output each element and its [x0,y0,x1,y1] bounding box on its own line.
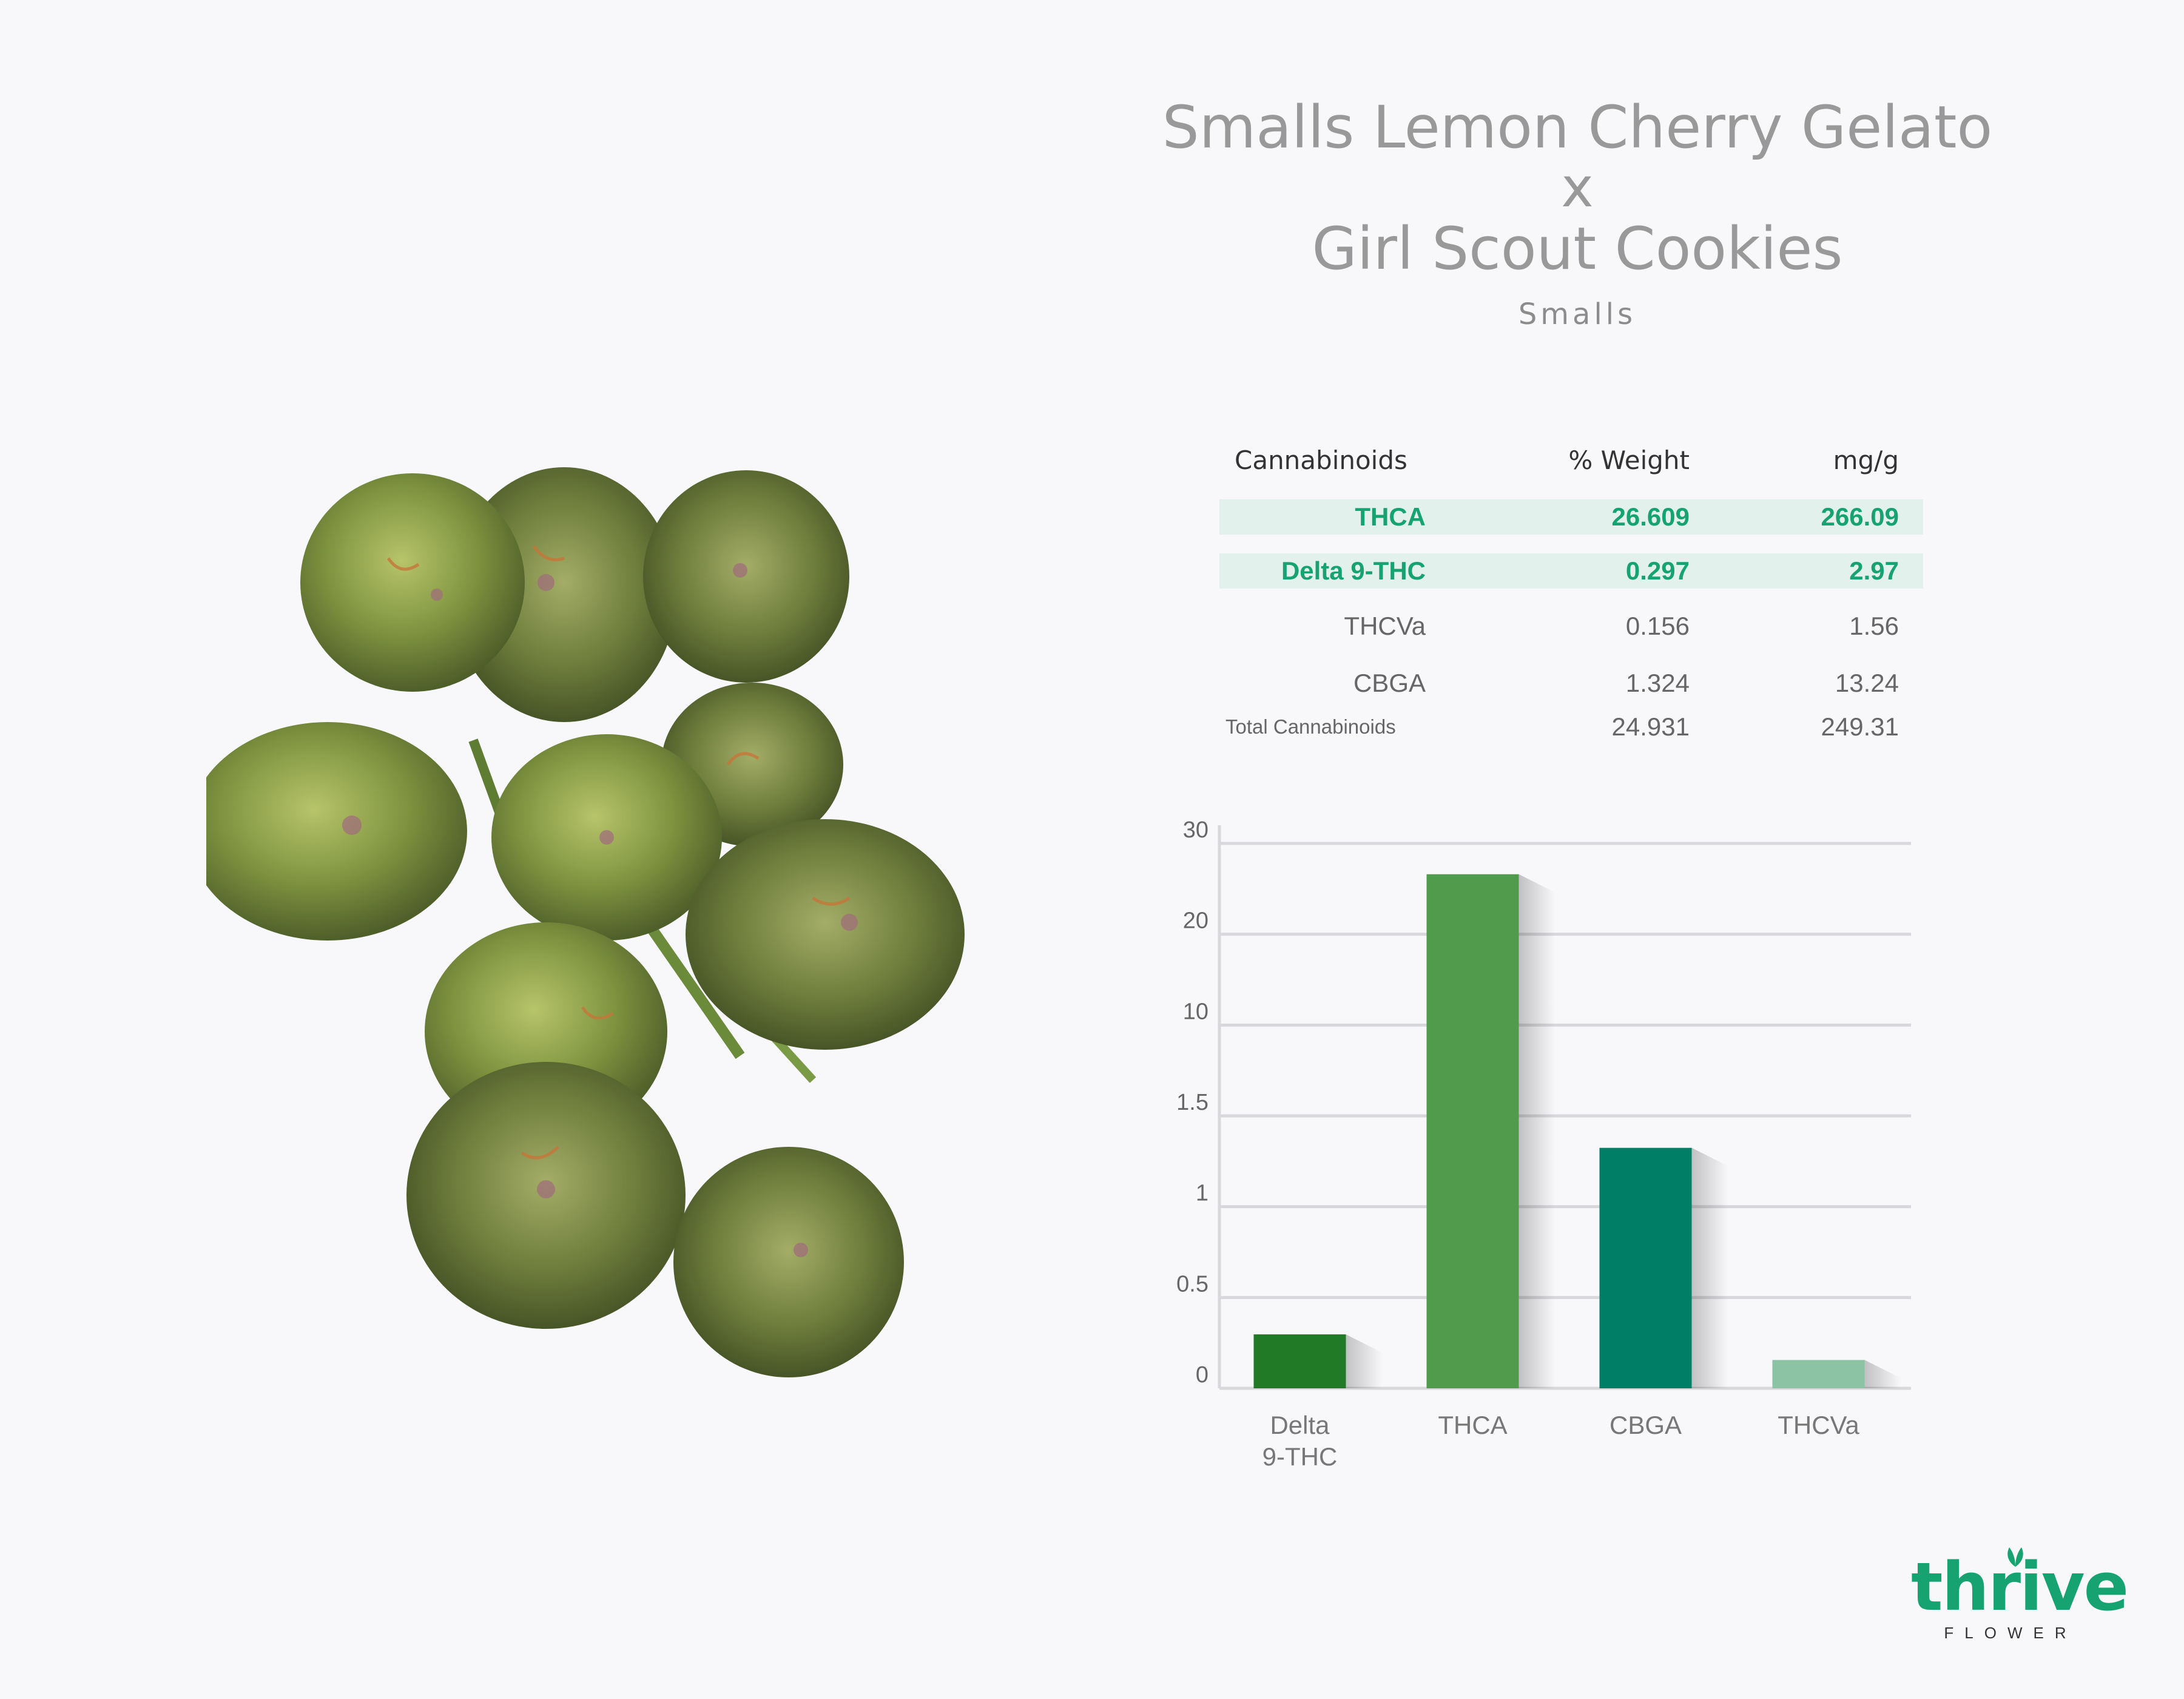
table-row-total: Total Cannabinoids 24.931 249.31 [1219,709,1923,745]
x-tick-label: Delta [1270,1411,1330,1439]
row-weight: 1.324 [1625,669,1690,697]
row-name: Total Cannabinoids [1225,715,1396,738]
x-tick-label: 9-THC [1262,1442,1338,1471]
row-mg: 249.31 [1821,712,1899,741]
bar-shadow [1346,1334,1383,1388]
row-name: CBGA [1353,669,1426,697]
bar-thcva [1772,1360,1865,1388]
table-header-cannabinoids: Cannabinoids [1235,445,1407,475]
y-tick-label: 1 [1196,1181,1208,1206]
row-weight: 0.297 [1625,556,1690,585]
cannabinoid-bar-chart: 0 0.5 1 1.5 10 20 30 Delta 9-THC THCA CBGA THCVa [1176,817,1911,1471]
product-title-line1: Smalls Lemon Cherry Gelato [1162,93,1993,161]
y-tick-label: 30 [1183,817,1208,843]
logo-wordmark: thrive [1911,1548,2129,1626]
table-header-mg: mg/g [1833,445,1899,475]
product-title-line2: Girl Scout Cookies [1312,215,1843,283]
product-subtitle: Smalls [1518,297,1637,331]
product-title-block: Smalls Lemon Cherry Gelato x Girl Scout … [1031,97,2123,331]
bar-shadow [1691,1147,1728,1388]
product-title-x: x [1561,156,1594,220]
row-weight: 24.931 [1611,712,1690,741]
table-row: Delta 9-THC 0.297 2.97 [1219,553,1923,589]
row-name: THCA [1355,502,1426,531]
leaf-icon [2007,1547,2023,1567]
row-name: Delta 9-THC [1281,556,1426,585]
bar-thca [1426,874,1519,1388]
y-tick-label: 1.5 [1176,1090,1208,1115]
bar-delta-9-thc [1253,1334,1346,1388]
x-tick-label: THCA [1438,1411,1507,1439]
table-row: THCA 26.609 266.09 [1219,499,1923,535]
y-tick-label: 0.5 [1176,1271,1208,1297]
y-tick-label: 10 [1183,999,1208,1024]
table-header-row: Cannabinoids % Weight mg/g [1219,443,1923,478]
x-tick-label: THCVa [1778,1411,1859,1439]
thrive-flower-logo: thrive FLOWER [1911,1547,2129,1643]
table-header-weight: % Weight [1568,445,1690,475]
row-mg: 2.97 [1849,556,1899,585]
row-mg: 13.24 [1835,669,1899,697]
row-weight: 0.156 [1625,612,1690,640]
cannabis-buds-image [206,467,965,1377]
bar-shadow [1864,1360,1901,1388]
y-tick-label: 20 [1183,908,1208,934]
bar-cbga [1599,1147,1692,1388]
x-tick-label: CBGA [1609,1411,1682,1439]
row-weight: 26.609 [1611,502,1690,531]
bar-shadow [1518,874,1555,1388]
row-mg: 266.09 [1821,502,1899,531]
logo-subtext: FLOWER [1944,1624,2077,1642]
table-row: CBGA 1.324 13.24 [1219,666,1923,701]
table-row: THCVa 0.156 1.56 [1219,609,1923,644]
row-mg: 1.56 [1849,612,1899,640]
y-tick-label: 0 [1196,1362,1208,1388]
row-name: THCVa [1344,612,1426,640]
